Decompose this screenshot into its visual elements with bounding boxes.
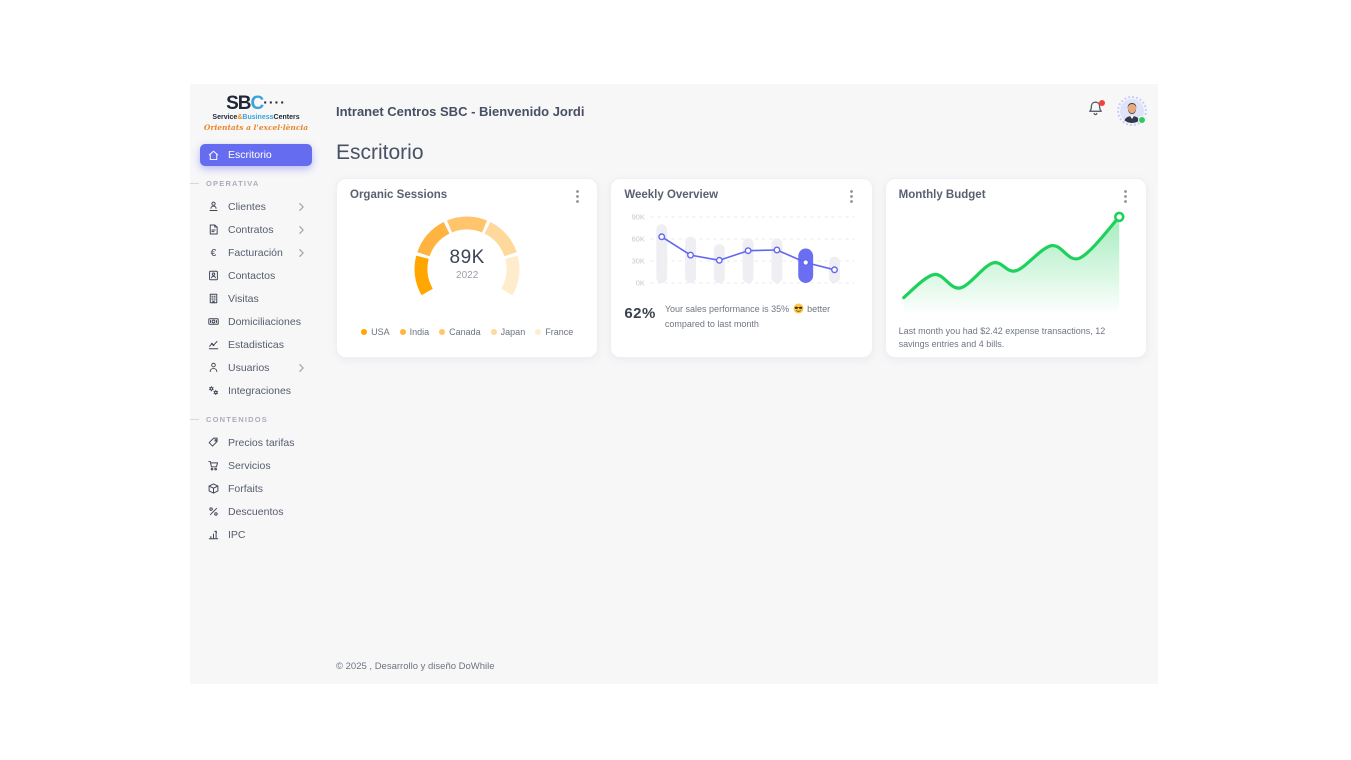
facturacion-icon: € [206, 246, 220, 260]
logo-tagline: Orientats a l'excel·lència [203, 123, 309, 132]
sidebar-item-forfaits[interactable]: Forfaits [200, 477, 312, 500]
sidebar-item-label: Contratos [228, 223, 274, 236]
descuentos-icon [206, 505, 220, 519]
svg-text:€: € [210, 248, 216, 259]
online-status-dot [1138, 116, 1146, 124]
sidebar-item-label: Servicios [228, 459, 271, 472]
forfaits-icon [206, 482, 220, 496]
chevron-right-icon [298, 363, 306, 373]
sidebar-item-precios-tarifas[interactable]: Precios tarifas [200, 431, 312, 454]
bell-icon [1087, 100, 1104, 122]
ipc-icon [206, 528, 220, 542]
logo-subtitle: Service&BusinessCenters [212, 114, 300, 121]
weekly-overview-chart: 90K 60K 30K 0K [624, 207, 858, 298]
gauge-legend: USA India Canada Japan France [350, 327, 584, 337]
sidebar-item-estadisticas[interactable]: Estadisticas [200, 333, 312, 356]
chevron-right-icon [298, 202, 306, 212]
budget-description: Last month you had $2.42 expense transac… [898, 326, 1106, 350]
sidebar-section-contenidos: CONTENIDOS [190, 415, 312, 424]
visitas-icon [206, 292, 220, 306]
chevron-right-icon [298, 225, 306, 235]
notification-badge [1099, 100, 1105, 106]
notifications-button[interactable] [1085, 100, 1105, 122]
chevron-right-icon [298, 248, 306, 258]
topbar-title: Intranet Centros SBC - Bienvenido Jordi [336, 103, 585, 119]
user-avatar[interactable] [1117, 96, 1147, 126]
sidebar-item-label: Escritorio [228, 149, 272, 161]
app-window: SBC···· Service&BusinessCenters Orientat… [190, 84, 1158, 684]
sidebar-item-label: Estadisticas [228, 338, 285, 351]
monthly-budget-chart [899, 205, 1133, 322]
sidebar-item-label: Contactos [228, 269, 276, 282]
sidebar-item-label: Facturación [228, 246, 283, 259]
kebab-menu-icon[interactable] [1119, 189, 1133, 203]
card-monthly-budget: Monthly Budget Last month you had $2.42 … [884, 178, 1147, 358]
sidebar-item-ipc[interactable]: IPC [200, 523, 312, 546]
sidebar-item-label: Visitas [228, 292, 259, 305]
gauge-value: 89K [449, 247, 485, 268]
sidebar-item-integraciones[interactable]: Integraciones [200, 379, 312, 402]
sidebar-section-operativa: OPERATIVA [190, 179, 312, 188]
sidebar-menu: Escritorio OPERATIVA Clientes Contratos € Fac… [190, 144, 312, 546]
precios-icon [206, 436, 220, 450]
organic-sessions-gauge: 89K 2022 [350, 205, 584, 321]
logo[interactable]: SBC···· Service&BusinessCenters Orientat… [200, 90, 312, 140]
legend-item-usa[interactable]: USA [361, 327, 390, 337]
gauge-year: 2022 [456, 270, 479, 281]
svg-text:0K: 0K [636, 278, 645, 287]
logo-text: SBC···· [226, 93, 286, 114]
contratos-icon [206, 223, 220, 237]
svg-text:30K: 30K [632, 256, 645, 265]
contactos-icon [206, 269, 220, 283]
kebab-menu-icon[interactable] [570, 189, 584, 203]
sidebar-item-label: Integraciones [228, 384, 292, 397]
sidebar-item-domiciliaciones[interactable]: Domiciliaciones [200, 310, 312, 333]
kebab-menu-icon[interactable] [845, 189, 859, 203]
legend-item-india[interactable]: India [399, 327, 429, 337]
sidebar-item-facturaci-n[interactable]: € Facturación [200, 241, 312, 264]
svg-text:60K: 60K [632, 234, 645, 243]
sidebar-item-label: Precios tarifas [228, 436, 295, 449]
card-title: Organic Sessions [350, 189, 448, 201]
legend-item-japan[interactable]: Japan [490, 327, 525, 337]
card-title: Monthly Budget [898, 189, 986, 201]
weekly-description: Your sales performance is 35% better com… [664, 303, 831, 330]
sidebar-item-contratos[interactable]: Contratos [200, 218, 312, 241]
page-title: Escritorio [336, 141, 424, 164]
footer-copyright: © 2025 , Desarrollo y diseño DoWhile [336, 661, 495, 672]
card-weekly-overview: Weekly Overview 90K 60K 30K 0K 62% Your sal… [610, 178, 873, 358]
sidebar-item-descuentos[interactable]: Descuentos [200, 500, 312, 523]
sidebar-item-label: Domiciliaciones [228, 315, 301, 328]
topbar: Intranet Centros SBC - Bienvenido Jordi [336, 96, 1147, 126]
sidebar-item-clientes[interactable]: Clientes [200, 195, 312, 218]
card-title: Weekly Overview [624, 189, 719, 201]
svg-text:90K: 90K [632, 212, 645, 221]
sidebar: SBC···· Service&BusinessCenters Orientat… [190, 84, 322, 684]
sidebar-item-visitas[interactable]: Visitas [200, 287, 312, 310]
sidebar-item-label: Forfaits [228, 482, 264, 495]
sidebar-item-usuarios[interactable]: Usuarios [200, 356, 312, 379]
weekly-kpi: 62% [624, 305, 656, 322]
domiciliaciones-icon [206, 315, 220, 329]
home-icon [206, 148, 220, 162]
card-organic-sessions: Organic Sessions 89K 2022 USA India Canada… [336, 178, 599, 358]
sunglasses-emoji-icon [793, 303, 804, 316]
clientes-icon [206, 200, 220, 214]
integraciones-icon [206, 384, 220, 398]
usuarios-icon [206, 361, 220, 375]
sidebar-item-label: IPC [228, 528, 246, 541]
sidebar-item-label: Descuentos [228, 505, 284, 518]
legend-item-canada[interactable]: Canada [439, 327, 481, 337]
sidebar-item-label: Clientes [228, 200, 266, 213]
sidebar-item-escritorio[interactable]: Escritorio [200, 144, 312, 166]
main-content: Intranet Centros SBC - Bienvenido Jordi [322, 84, 1158, 684]
servicios-icon [206, 459, 220, 473]
sidebar-item-contactos[interactable]: Contactos [200, 264, 312, 287]
legend-item-france[interactable]: France [535, 327, 573, 337]
sidebar-item-label: Usuarios [228, 361, 270, 374]
sidebar-item-servicios[interactable]: Servicios [200, 454, 312, 477]
estadisticas-icon [206, 338, 220, 352]
